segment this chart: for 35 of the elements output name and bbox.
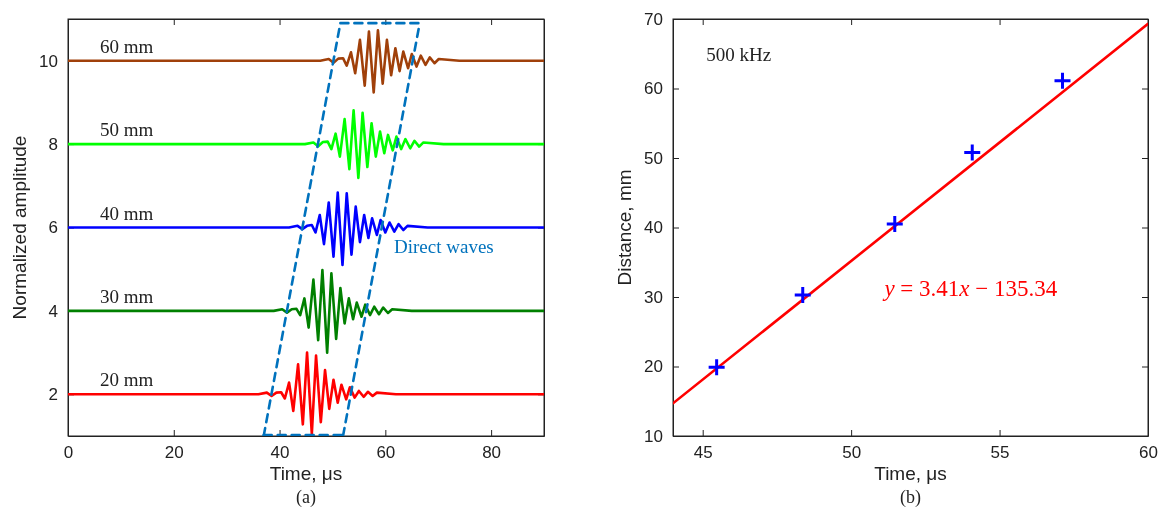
annotation: y = 3.41x − 135.34 — [882, 276, 1058, 302]
y-tick-label: 40 — [644, 218, 663, 238]
x-axis-title: Time, μs — [269, 463, 343, 484]
series-label: 20 mm — [99, 369, 154, 391]
series-label: 60 mm — [99, 35, 154, 57]
y-tick-label: 50 — [644, 148, 663, 168]
series-label: 40 mm — [99, 202, 154, 224]
y-axis-title: Normalized amplitude — [9, 135, 30, 320]
x-tick-label: 0 — [63, 443, 74, 463]
x-axis-title: Time, μs — [874, 463, 947, 484]
y-tick-label: 10 — [39, 51, 58, 71]
x-tick-label: 50 — [842, 443, 862, 463]
text: (b) — [900, 487, 921, 508]
y-tick-label: 4 — [48, 301, 58, 321]
annotation: 500 kHz — [706, 43, 772, 65]
y-tick-label: 8 — [48, 135, 58, 155]
series-label: 50 mm — [99, 119, 154, 141]
x-tick-label: 20 — [164, 443, 184, 463]
y-tick-label: 10 — [644, 426, 663, 446]
y-tick-label: 2 — [48, 385, 58, 405]
x-tick-label: 60 — [376, 443, 396, 463]
x-tick-label: 40 — [270, 443, 290, 463]
y-tick-label: 20 — [644, 357, 663, 377]
y-tick-label: 60 — [644, 79, 663, 99]
text: (a) — [296, 487, 316, 508]
x-tick-label: 45 — [693, 443, 713, 463]
x-tick-label: 60 — [1139, 443, 1158, 463]
series-label: 30 mm — [99, 285, 154, 307]
annotation: Direct waves — [394, 235, 494, 257]
y-axis-title: Distance, mm — [614, 169, 635, 286]
y-tick-label: 70 — [644, 9, 663, 29]
y-tick-label: 30 — [644, 287, 663, 307]
y-tick-label: 6 — [48, 218, 58, 238]
x-tick-label: 80 — [482, 443, 502, 463]
x-tick-label: 55 — [990, 443, 1010, 463]
